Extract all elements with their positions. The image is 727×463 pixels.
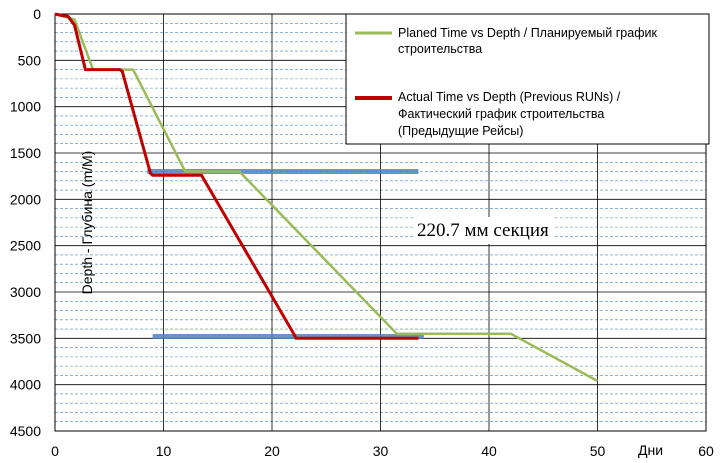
series-planned-line: [54, 12, 599, 383]
section-annotation: 220.7 мм секция: [417, 220, 549, 241]
tick-labels: 0 500 1000 1500 2000 2500 3000 3500 4000 4500 0 10 2…: [10, 6, 714, 459]
x-tick-label: 10: [156, 443, 172, 459]
legend: Planed Time vs Depth / Планируемый графи…: [345, 13, 710, 145]
x-tick-label: 0: [51, 443, 59, 459]
x-tick-label: 30: [373, 443, 389, 459]
legend-actual-line2: Фактический график строительства: [398, 107, 604, 121]
series-lines: [54, 12, 599, 383]
legend-planned-line2: строительства: [398, 42, 482, 56]
series-actual-line: [54, 12, 419, 340]
annotation-background: [413, 216, 554, 244]
y-axis-label: Depth - Глубина (m/M): [79, 151, 95, 295]
y-tick-label: 2500: [10, 238, 41, 254]
y-tick-label: 3500: [10, 330, 41, 346]
legend-actual-line3: (Предыдущие Рейсы): [398, 124, 523, 138]
annotations: 220.7 мм секция: [413, 216, 554, 244]
legend-actual-line1: Actual Time vs Depth (Previous RUNs) /: [398, 90, 621, 104]
y-tick-label: 500: [18, 52, 42, 68]
x-tick-label: 50: [590, 443, 606, 459]
y-tick-label: 1000: [10, 99, 41, 115]
x-tick-label: 60: [698, 443, 714, 459]
legend-box: [345, 13, 710, 145]
y-tick-label: 4000: [10, 377, 41, 393]
y-tick-label: 1500: [10, 145, 41, 161]
y-tick-label: 4500: [10, 423, 41, 439]
legend-planned-line1: Planed Time vs Depth / Планируемый графи…: [398, 26, 657, 40]
y-tick-label: 0: [33, 6, 41, 22]
section-bands: [147, 169, 424, 339]
x-tick-label: 20: [264, 443, 280, 459]
y-tick-label: 2000: [10, 191, 41, 207]
x-axis-label: Дни: [638, 442, 663, 458]
y-tick-label: 3000: [10, 284, 41, 300]
x-tick-label: 40: [481, 443, 497, 459]
